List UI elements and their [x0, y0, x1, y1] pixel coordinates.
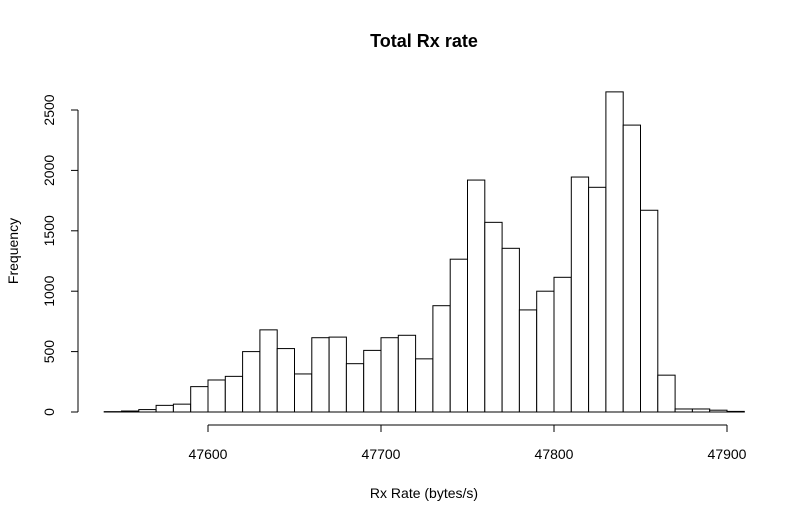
histogram-bar	[588, 186, 607, 413]
y-tick-label: 0	[41, 408, 57, 416]
y-tick-label: 1000	[41, 275, 57, 306]
histogram-bar	[415, 358, 434, 413]
histogram-bar	[640, 209, 659, 413]
histogram-bar	[553, 276, 572, 413]
histogram-bar	[259, 329, 278, 413]
histogram-bar	[501, 247, 520, 413]
histogram-bar	[380, 337, 399, 413]
y-tick-label: 1500	[41, 215, 57, 246]
histogram-bar	[467, 179, 486, 413]
histogram-bar	[657, 374, 676, 413]
histogram-bar	[709, 409, 728, 413]
histogram-bar	[622, 124, 642, 413]
histogram-bar	[518, 309, 538, 413]
y-tick-label: 2000	[41, 155, 57, 186]
x-tick-label: 47700	[362, 446, 401, 462]
histogram-bar	[311, 337, 330, 413]
x-tick-label: 47900	[708, 446, 747, 462]
histogram-bar	[207, 379, 226, 413]
histogram-bar	[224, 375, 244, 413]
histogram-bar	[155, 404, 174, 413]
histogram-bars	[103, 91, 745, 413]
histogram-bar	[138, 409, 157, 413]
histogram-bar	[691, 408, 711, 413]
y-tick-label: 500	[41, 340, 57, 364]
chart-title: Total Rx rate	[370, 31, 478, 51]
histogram-bar	[242, 351, 261, 413]
histogram-bar	[726, 410, 745, 413]
histogram-bar	[294, 373, 313, 413]
histogram-bar	[484, 221, 503, 413]
histogram-bar	[363, 349, 382, 413]
y-axis-label: Frequency	[5, 218, 21, 284]
histogram-bar	[432, 305, 451, 413]
histogram-bar	[190, 386, 209, 413]
histogram-bar	[345, 363, 365, 413]
x-axis: 47600 47700 47800 47900	[189, 424, 747, 462]
histogram-bar	[276, 348, 296, 413]
x-tick-label: 47600	[189, 446, 228, 462]
histogram-bar	[536, 290, 555, 413]
histogram-bar	[449, 258, 469, 413]
x-tick-label: 47800	[535, 446, 574, 462]
histogram-bar	[397, 334, 417, 413]
y-tick-label: 2500	[41, 94, 57, 125]
x-axis-label: Rx Rate (bytes/s)	[370, 485, 478, 501]
histogram-bar	[172, 403, 192, 413]
histogram-bar	[570, 176, 590, 413]
histogram-bar	[605, 91, 624, 413]
histogram-bar	[674, 408, 693, 413]
y-axis: 0 500 1000 1500 2000 2500	[41, 94, 79, 416]
histogram-bar	[328, 336, 347, 413]
histogram-bar	[121, 410, 140, 413]
